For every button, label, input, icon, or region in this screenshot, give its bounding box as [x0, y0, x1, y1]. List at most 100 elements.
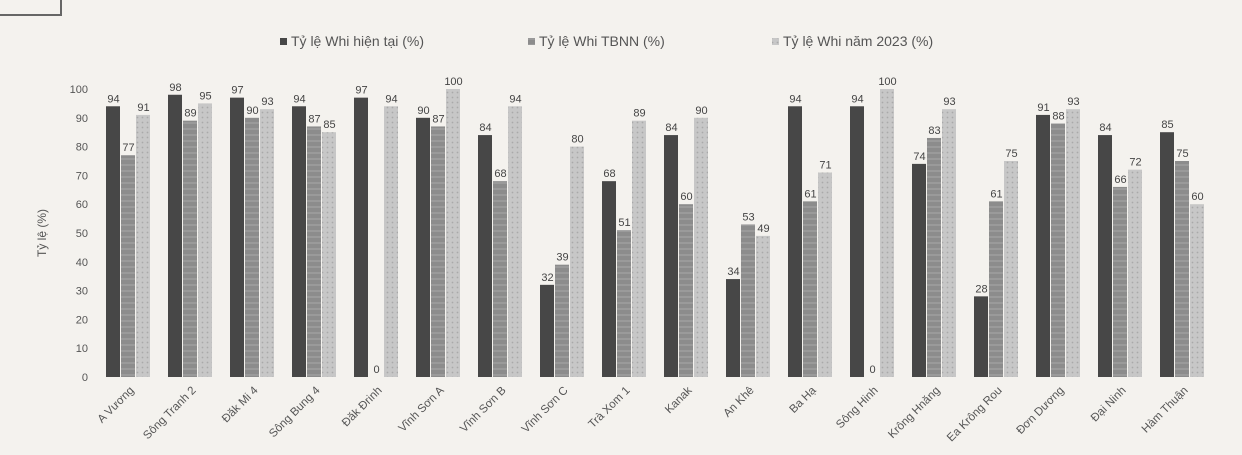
- bar: [1036, 114, 1050, 378]
- bar: [570, 146, 584, 377]
- data-label: 90: [417, 105, 429, 117]
- data-label: 100: [878, 76, 896, 88]
- bar: [1190, 204, 1204, 377]
- data-label: 95: [199, 90, 211, 102]
- bar: [850, 106, 864, 377]
- y-tick-label: 70: [76, 170, 88, 182]
- bar: [756, 235, 770, 377]
- data-label: 53: [742, 211, 754, 223]
- data-label: 0: [373, 364, 379, 376]
- x-category-label: Đăk Đrinh: [340, 385, 385, 430]
- y-axis-title: Tỷ lệ (%): [35, 209, 49, 257]
- data-label: 85: [1161, 119, 1173, 131]
- bar: [183, 120, 197, 378]
- x-category-label: Kanak: [663, 384, 695, 416]
- x-category-label: Đơn Dương: [1014, 385, 1066, 437]
- data-label: 84: [1099, 122, 1111, 134]
- legend-label-2: Tỷ lệ Whi TBNN (%): [539, 33, 665, 49]
- data-label: 71: [819, 160, 831, 172]
- bar: [632, 120, 646, 378]
- data-label: 90: [695, 105, 707, 117]
- bar: [478, 135, 492, 377]
- chart-legend: Tỷ lệ Whi hiện tại (%) Tỷ lệ Whi TBNN (%)…: [280, 33, 933, 49]
- bar: [493, 181, 507, 377]
- x-category-label: Vĩnh Sơn B: [458, 384, 509, 435]
- data-label: 94: [851, 93, 863, 105]
- x-category-label: Sông Tranh 2: [141, 385, 198, 442]
- data-label: 94: [509, 93, 521, 105]
- bar: [322, 132, 336, 377]
- data-label: 85: [323, 119, 335, 131]
- data-label: 28: [975, 283, 987, 295]
- bar: [307, 126, 321, 377]
- bar: [416, 117, 430, 378]
- x-category-label: Ea Krông Rou: [945, 385, 1005, 445]
- data-label: 34: [727, 266, 739, 278]
- y-tick-label: 100: [70, 84, 88, 96]
- x-category-label: Hàm Thuận: [1140, 385, 1191, 436]
- bar: [354, 97, 368, 377]
- bar: [1004, 161, 1018, 377]
- data-label: 90: [246, 105, 258, 117]
- bar: [927, 137, 941, 377]
- bar: [540, 284, 554, 377]
- x-category-label: Đại Ninh: [1089, 385, 1129, 425]
- data-label: 94: [385, 93, 397, 105]
- data-label: 51: [618, 217, 630, 229]
- bar: [136, 114, 150, 378]
- data-label: 72: [1129, 157, 1141, 169]
- bar: [912, 163, 926, 377]
- y-tick-label: 0: [82, 372, 88, 384]
- data-label: 94: [293, 93, 305, 105]
- y-tick-label: 80: [76, 142, 88, 154]
- bar: [803, 201, 817, 377]
- bar: [230, 97, 244, 377]
- bar: [260, 109, 274, 377]
- bar: [121, 155, 135, 377]
- data-label: 94: [107, 93, 119, 105]
- data-label: 100: [444, 76, 462, 88]
- bar: [508, 106, 522, 377]
- bar: [384, 106, 398, 377]
- bar: [168, 94, 182, 377]
- legend-label-1: Tỷ lệ Whi hiện tại (%): [291, 33, 424, 49]
- data-label: 60: [1191, 191, 1203, 203]
- y-tick-label: 20: [76, 314, 88, 326]
- data-label: 75: [1176, 148, 1188, 160]
- bar: [741, 224, 755, 377]
- data-label: 87: [308, 113, 320, 125]
- data-label: 49: [757, 223, 769, 235]
- data-label: 91: [1037, 102, 1049, 114]
- y-tick-label: 30: [76, 286, 88, 298]
- data-label: 60: [680, 191, 692, 203]
- data-label: 98: [169, 82, 181, 94]
- bar: [198, 103, 212, 378]
- bar: [1066, 109, 1080, 377]
- bar: [989, 201, 1003, 377]
- y-tick-label: 50: [76, 228, 88, 240]
- x-category-label: Trà Xom 1: [586, 385, 632, 431]
- x-category-label: Krông Hnăng: [886, 385, 942, 441]
- x-category-label: Ba Hạ: [788, 384, 820, 416]
- y-tick-label: 60: [76, 199, 88, 211]
- bar: [1175, 161, 1189, 377]
- data-label: 0: [869, 364, 875, 376]
- data-label: 32: [541, 272, 553, 284]
- bar: [446, 89, 460, 377]
- bar: [726, 279, 740, 377]
- data-label: 87: [432, 113, 444, 125]
- x-category-label: Vĩnh Sơn A: [397, 384, 447, 434]
- x-category-label: Sông Hinh: [834, 385, 880, 431]
- legend-swatch-2: [528, 38, 535, 45]
- legend-swatch-1: [280, 38, 287, 45]
- bar: [1128, 169, 1142, 377]
- bar: [880, 89, 894, 377]
- y-axis: 0 10 20 30 40 50 60 70 80 90 100 Tỷ lệ (%): [35, 84, 88, 384]
- bar: [694, 117, 708, 378]
- x-category-label: Sông Bung 4: [267, 384, 323, 440]
- y-tick-label: 10: [76, 343, 88, 355]
- data-label: 93: [943, 96, 955, 108]
- x-axis-categories: A Vương Sông Tranh 2 Đăk Mi 4 Sông Bung 4 Đă…: [96, 384, 1191, 444]
